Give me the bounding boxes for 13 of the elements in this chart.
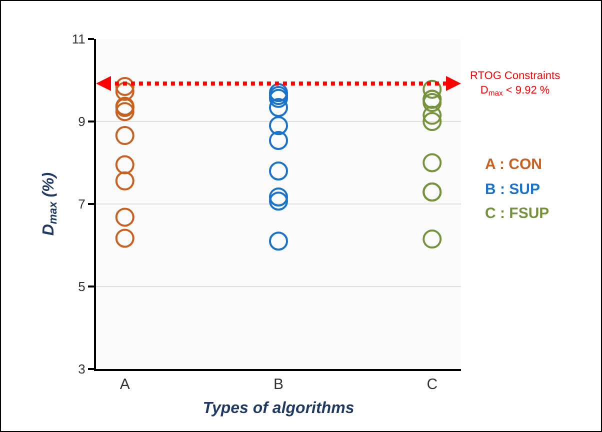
y-tick-label: 11 bbox=[72, 32, 86, 47]
text: C : FSUP bbox=[485, 205, 550, 222]
x-tick-label: A bbox=[120, 376, 130, 393]
text: A : CON bbox=[485, 156, 542, 173]
text: B : SUP bbox=[485, 181, 540, 198]
y-tick-label: 7 bbox=[78, 196, 86, 212]
y-tick-label: 9 bbox=[78, 114, 86, 130]
ref-line-label: RTOG Constraints D$_{max}$ < 9.92 % bbox=[470, 70, 561, 98]
x-tick-label: C bbox=[426, 376, 438, 393]
x-axis-title: Types of algorithms bbox=[202, 400, 354, 418]
x-tick-label: B bbox=[273, 376, 284, 393]
y-tick-label: 3 bbox=[78, 362, 86, 377]
y-tick-label: 5 bbox=[78, 279, 86, 294]
